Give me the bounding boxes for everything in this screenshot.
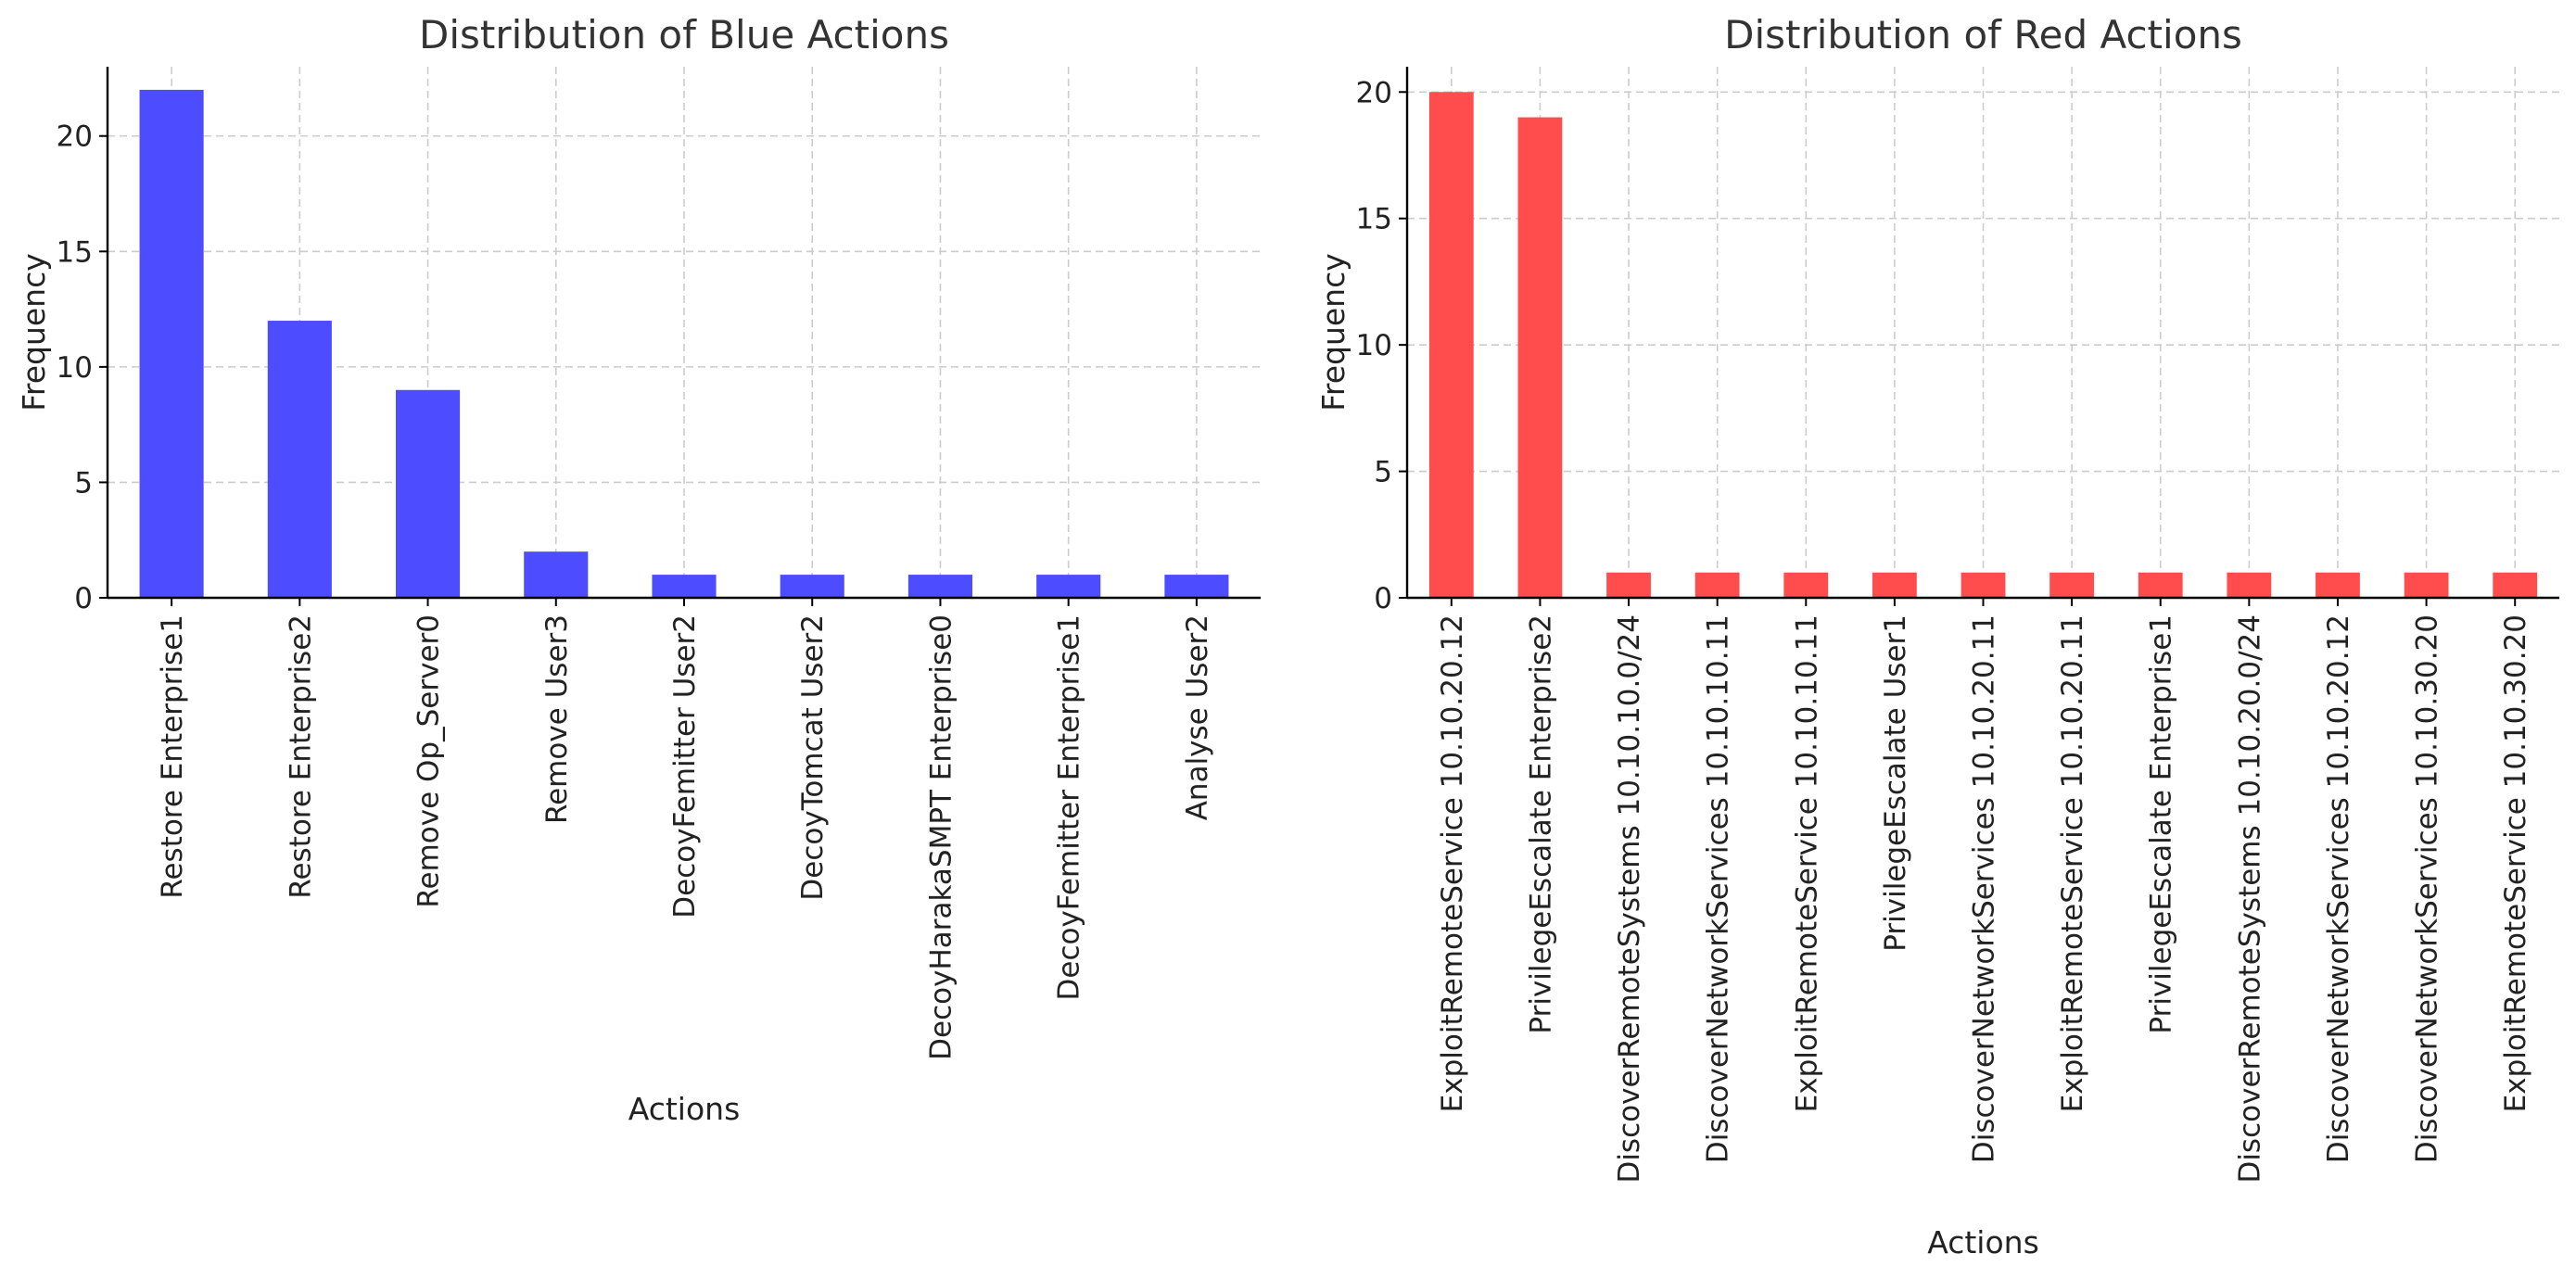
blue-bar <box>524 551 589 598</box>
blue-bar <box>139 89 204 599</box>
red-x-tick-label: ExploitRemoteService 10.10.20.12 <box>1436 614 1469 1112</box>
blue-bar <box>1036 575 1101 598</box>
blue-x-tick-label: Restore Enterprise1 <box>156 614 189 899</box>
blue-x-tick-label: DecoyHarakaSMPT Enterprise0 <box>924 614 958 1060</box>
blue-x-tick-label: DecoyFemitter User2 <box>668 614 702 918</box>
red-x-tick-label: DiscoverNetworkServices 10.10.10.11 <box>1702 614 1735 1163</box>
red-bar <box>1694 572 1740 598</box>
red-x-tick-label: DiscoverNetworkServices 10.10.30.20 <box>2411 614 2444 1163</box>
red-x-tick-label: ExploitRemoteService 10.10.20.11 <box>2056 614 2089 1112</box>
red-x-tick-label: DiscoverNetworkServices 10.10.20.12 <box>2322 614 2355 1163</box>
red-y-tick-label: 10 <box>1356 329 1392 362</box>
blue-actions-chart: 0 5 10 15 20 Restore Enterprise1 Restore Enter… <box>16 12 1261 1127</box>
blue-chart-title: Distribution of Blue Actions <box>419 12 949 57</box>
blue-bar <box>1164 575 1229 598</box>
blue-bar <box>396 389 461 598</box>
red-bar <box>1961 572 2006 598</box>
red-bar <box>2227 572 2272 598</box>
red-bar <box>2138 572 2183 598</box>
red-y-axis-label: Frequency <box>1315 253 1351 411</box>
blue-x-axis-label: Actions <box>628 1091 741 1127</box>
red-chart-title: Distribution of Red Actions <box>1724 12 2242 57</box>
blue-bar <box>907 575 972 598</box>
blue-x-tick-label: Remove Op_Server0 <box>412 614 446 908</box>
red-x-tick-label: ExploitRemoteService 10.10.10.11 <box>1790 614 1823 1112</box>
red-bar <box>2404 572 2449 598</box>
red-bar <box>2049 572 2095 598</box>
red-bar <box>1872 572 1917 598</box>
red-x-tick-label: PrivilegeEscalate Enterprise1 <box>2145 614 2178 1034</box>
blue-x-tick-label: Remove User3 <box>540 614 574 824</box>
blue-y-axis-label: Frequency <box>16 253 52 411</box>
blue-x-tick-label: Analyse User2 <box>1181 614 1214 820</box>
red-x-tick-label: ExploitRemoteService 10.10.30.20 <box>2499 614 2532 1112</box>
red-bar <box>1517 117 1563 599</box>
blue-bar <box>267 321 332 598</box>
blue-x-tick-label: Restore Enterprise2 <box>284 614 317 899</box>
blue-x-tick-label: DecoyFemitter Enterprise1 <box>1053 614 1086 1001</box>
red-x-tick-label: DiscoverNetworkServices 10.10.20.11 <box>1968 614 2001 1163</box>
blue-y-tick-label: 20 <box>57 120 93 154</box>
red-bar <box>2493 572 2538 598</box>
red-bar <box>1606 572 1651 598</box>
blue-y-tick-label: 5 <box>74 466 93 500</box>
red-x-tick-label: DiscoverRemoteSystems 10.10.10.0/24 <box>1613 614 1646 1184</box>
blue-y-tick-label: 10 <box>57 351 93 385</box>
red-x-tick-label: PrivilegeEscalate Enterprise2 <box>1524 614 1557 1034</box>
red-x-axis-label: Actions <box>1927 1224 2039 1260</box>
red-y-tick-label: 0 <box>1374 582 1392 615</box>
red-y-tick-label: 20 <box>1356 76 1392 109</box>
blue-x-tick-label: DecoyTomcat User2 <box>796 614 830 901</box>
red-actions-chart: 0 5 10 15 20 ExploitRemoteService 10.10.20.12… <box>1315 12 2559 1260</box>
blue-bar <box>780 575 844 598</box>
red-x-tick-label: DiscoverRemoteSystems 10.10.20.0/24 <box>2233 614 2266 1184</box>
red-bar <box>2316 572 2360 598</box>
red-bar <box>1783 572 1829 598</box>
blue-y-tick-label: 0 <box>74 582 93 615</box>
blue-y-tick-label: 15 <box>57 235 93 269</box>
red-y-tick-label: 5 <box>1374 456 1392 489</box>
red-bar <box>1428 92 1474 599</box>
red-y-tick-label: 15 <box>1356 203 1392 236</box>
red-x-tick-label: PrivilegeEscalate User1 <box>1879 614 1912 952</box>
blue-bar <box>652 575 717 598</box>
